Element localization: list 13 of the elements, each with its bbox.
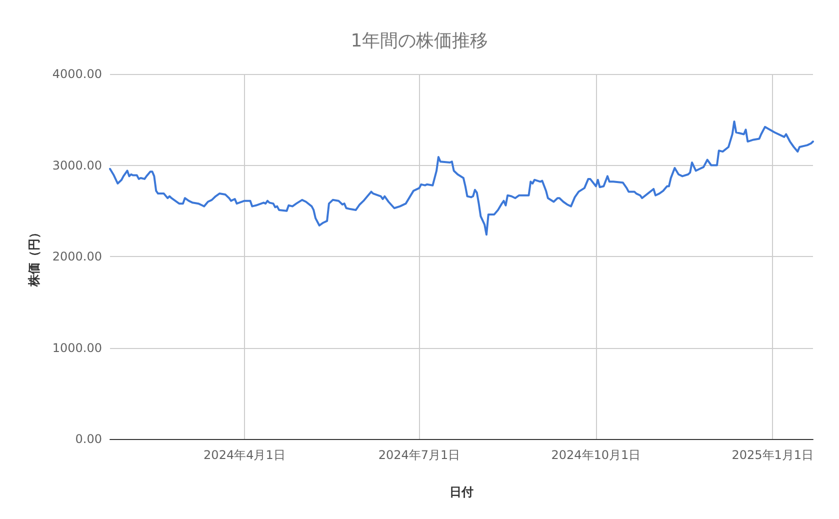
y-tick-label: 0.00: [75, 432, 102, 446]
line-series: [109, 120, 814, 236]
x-tick-label: 2024年4月1日: [204, 448, 286, 462]
y-tick-label: 3000.00: [52, 158, 102, 172]
x-tick-label: 2024年10月1日: [551, 448, 641, 462]
x-tick-label: 2025年1月1日: [732, 448, 814, 462]
y-tick-label: 2000.00: [52, 250, 102, 264]
y-tick-label: 1000.00: [52, 340, 102, 355]
x-tick-label: 2024年7月1日: [378, 448, 460, 462]
chart-title: 1年間の株価推移: [350, 30, 488, 52]
y-tick-label: 4000.00: [52, 67, 102, 81]
y-axis-title: 株価（円）: [27, 226, 41, 288]
x-axis-title: 日付: [450, 485, 474, 499]
